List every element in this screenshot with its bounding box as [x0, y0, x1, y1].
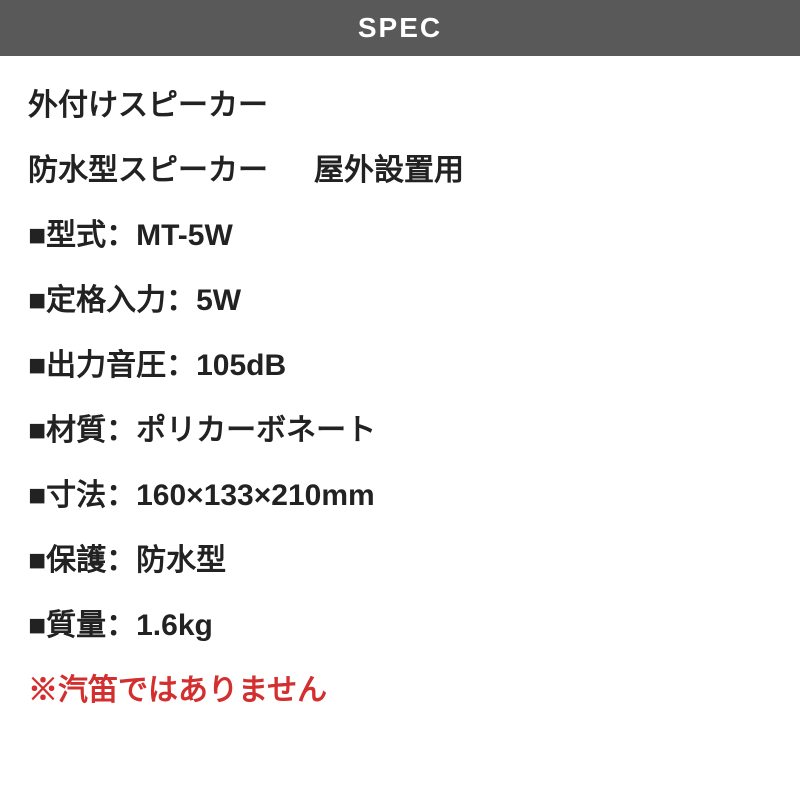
product-title-2: 防水型スピーカー 屋外設置用 [28, 145, 772, 196]
spec-content: 外付けスピーカー 防水型スピーカー 屋外設置用 ■型式：MT-5W ■定格入力：… [0, 56, 800, 740]
spec-mass: ■質量：1.6kg [28, 600, 772, 651]
spec-material: ■材質：ポリカーボネート [28, 405, 772, 456]
spec-dimensions: ■寸法：160×133×210mm [28, 470, 772, 521]
spec-header: SPEC [0, 0, 800, 56]
spec-protection: ■保護：防水型 [28, 535, 772, 586]
spec-output-spl: ■出力音圧：105dB [28, 340, 772, 391]
spec-model: ■型式：MT-5W [28, 210, 772, 261]
product-title-1: 外付けスピーカー [28, 80, 772, 131]
header-title: SPEC [358, 12, 442, 43]
warning-note: ※汽笛ではありません [28, 665, 772, 716]
product-title-2b: 屋外設置用 [314, 145, 464, 196]
spec-rated-input: ■定格入力：5W [28, 275, 772, 326]
product-title-2a: 防水型スピーカー [28, 145, 268, 196]
